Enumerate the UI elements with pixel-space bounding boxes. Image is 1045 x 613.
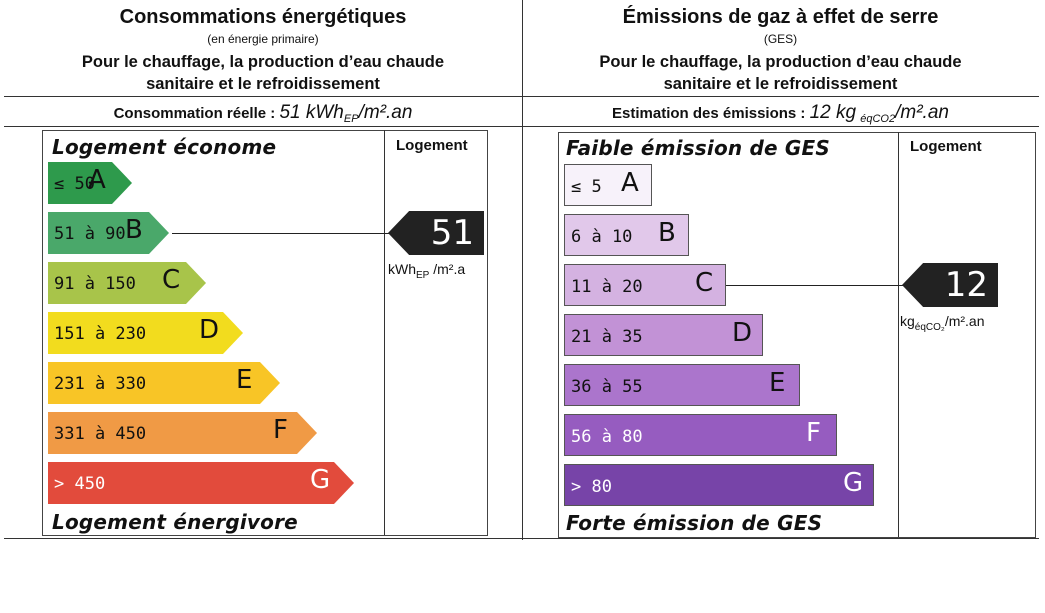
logement-column-divider <box>898 132 899 537</box>
energy-class-bar-e: 231 à 330 E <box>48 362 280 404</box>
energy-desc-line2: sanitaire et le refroidissement <box>146 75 380 93</box>
ghg-class-bar-d: 21 à 35 D <box>564 314 763 356</box>
energy-class-range: ≤ 50 <box>54 174 95 194</box>
logement-column-divider <box>384 130 385 535</box>
energy-class-bar-g: > 450 G <box>48 462 354 504</box>
ghg-class-range: 56 à 80 <box>571 427 643 447</box>
energy-measure-sub: EP <box>343 113 359 125</box>
ghg-unit-sub: éqCO₂ <box>914 321 945 333</box>
energy-panel: Consommations énergétiques (en énergie p… <box>4 0 522 540</box>
ghg-measure-unit: /m².an <box>895 102 949 123</box>
ghg-logement-header: Logement <box>910 138 982 155</box>
energy-scale-top-label: Logement économe <box>52 135 277 159</box>
divider <box>522 126 1039 127</box>
energy-measure: Consommation réelle : 51 kWhEP/m².an <box>4 102 522 125</box>
ghg-desc-line1: Pour le chauffage, la production d’eau c… <box>599 53 962 71</box>
energy-class-letter: B <box>125 215 143 245</box>
ghg-connector-line <box>726 285 910 286</box>
energy-class-bar-d: 151 à 230 D <box>48 312 243 354</box>
ghg-measure-value: 12 kg <box>809 102 857 123</box>
ghg-unit-rest: /m².an <box>944 313 985 329</box>
ghg-scale-bottom-label: Forte émission de GES <box>566 511 823 535</box>
energy-measure-label: Consommation réelle : <box>113 105 276 122</box>
ghg-desc-line2: sanitaire et le refroidissement <box>663 75 898 93</box>
energy-class-bar-c: 91 à 150 C <box>48 262 206 304</box>
ghg-class-bar-f: 56 à 80 F <box>564 414 837 456</box>
ghg-unit-main: kg <box>900 313 915 329</box>
energy-desc-line1: Pour le chauffage, la production d’eau c… <box>81 53 445 71</box>
ghg-class-range: 36 à 55 <box>571 377 643 397</box>
energy-class-letter: F <box>273 415 288 445</box>
energy-class-letter: G <box>310 465 331 495</box>
energy-class-letter: D <box>199 315 220 345</box>
ghg-panel: Émissions de gaz à effet de serre (GES) … <box>522 0 1039 540</box>
ghg-title: Émissions de gaz à effet de serre <box>622 6 939 28</box>
energy-class-range: 91 à 150 <box>54 274 136 294</box>
energy-class-letter: C <box>162 265 181 295</box>
ghg-class-bar-g: > 80 G <box>564 464 874 506</box>
energy-class-range: > 450 <box>54 474 106 494</box>
panel-divider <box>522 0 523 540</box>
ghg-current-value: 12 <box>944 265 988 305</box>
ghg-class-range: 21 à 35 <box>571 327 643 347</box>
ghg-class-letter: A <box>621 168 639 198</box>
energy-unit: kWhEP /m².a <box>388 261 465 281</box>
energy-class-range: 231 à 330 <box>54 374 147 394</box>
bottom-border <box>4 538 1039 539</box>
ghg-class-range: > 80 <box>571 477 612 497</box>
energy-class-range: 51 à 90 <box>54 224 126 244</box>
energy-current-value: 51 <box>430 213 474 253</box>
energy-unit-sub: EP <box>416 269 430 281</box>
ghg-unit: kgéqCO₂/m².an <box>900 313 985 333</box>
energy-class-bar-f: 331 à 450 F <box>48 412 317 454</box>
ghg-scale-box <box>558 132 1036 538</box>
ghg-description: Pour le chauffage, la production d’eau c… <box>522 51 1039 95</box>
ghg-class-letter: C <box>695 268 714 298</box>
energy-unit-rest: /m².a <box>429 261 466 277</box>
energy-measure-unit: /m².an <box>358 102 413 123</box>
ghg-current-marker: 12 <box>902 263 998 307</box>
ghg-class-letter: F <box>806 418 821 448</box>
energy-class-letter: E <box>236 365 253 395</box>
ghg-class-range: 6 à 10 <box>571 227 633 247</box>
ghg-subtitle: (GES) <box>763 32 798 46</box>
energy-connector-line <box>172 233 392 234</box>
ghg-class-bar-b: 6 à 10 B <box>564 214 689 256</box>
energy-unit-main: kWh <box>388 261 416 277</box>
energy-class-bar-b: 51 à 90 B <box>48 212 169 254</box>
ghg-measure: Estimation des émissions : 12 kg éqCO2/m… <box>522 102 1039 125</box>
ghg-class-letter: E <box>769 368 786 398</box>
ghg-class-letter: B <box>658 218 676 248</box>
energy-class-bar-a: ≤ 50 A <box>48 162 132 204</box>
energy-title: Consommations énergétiques <box>119 6 407 28</box>
ghg-class-range: 11 à 20 <box>571 277 643 297</box>
energy-description: Pour le chauffage, la production d’eau c… <box>4 51 522 95</box>
ghg-measure-label: Estimation des émissions : <box>612 105 806 122</box>
ghg-class-letter: G <box>843 468 864 498</box>
divider <box>4 126 522 127</box>
ghg-class-letter: D <box>732 318 753 348</box>
energy-subtitle: (en énergie primaire) <box>207 32 319 46</box>
energy-class-letter: A <box>88 165 106 195</box>
ghg-class-bar-a: ≤ 5 A <box>564 164 652 206</box>
ghg-measure-sub: éqCO2 <box>860 113 896 125</box>
divider <box>522 96 1039 97</box>
ghg-class-bar-c: 11 à 20 C <box>564 264 726 306</box>
energy-class-range: 151 à 230 <box>54 324 147 344</box>
energy-class-range: 331 à 450 <box>54 424 147 444</box>
divider <box>4 96 522 97</box>
ghg-class-bar-e: 36 à 55 E <box>564 364 800 406</box>
ghg-class-range: ≤ 5 <box>571 177 602 197</box>
energy-measure-value: 51 kWh <box>279 102 344 123</box>
energy-logement-header: Logement <box>396 137 468 154</box>
ghg-scale-top-label: Faible émission de GES <box>566 136 831 160</box>
energy-current-marker: 51 <box>388 211 484 255</box>
energy-scale-bottom-label: Logement énergivore <box>52 510 298 534</box>
energy-scale-box <box>42 130 488 536</box>
